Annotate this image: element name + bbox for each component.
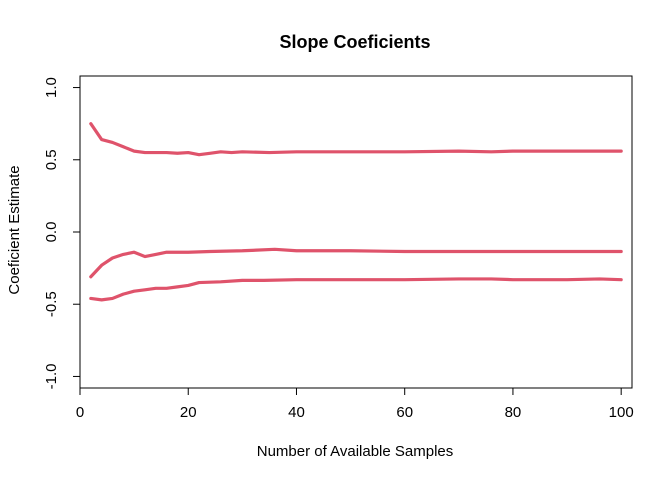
series-line-2 <box>89 247 623 279</box>
x-tick-label: 60 <box>396 404 413 421</box>
series-line-1 <box>89 122 623 157</box>
x-tick-label: 20 <box>180 404 197 421</box>
x-tick-label: 80 <box>505 404 522 421</box>
y-tick-label: 0.5 <box>43 149 60 170</box>
y-tick-label: -1.0 <box>43 364 60 390</box>
x-tick-label: 40 <box>288 404 305 421</box>
x-tick-label: 0 <box>76 404 84 421</box>
series-line-3 <box>89 277 623 302</box>
x-axis: 0 20 40 60 80 100 <box>76 387 634 421</box>
x-axis-label: Number of Available Samples <box>257 443 454 460</box>
y-axis: -1.0 -0.5 0.0 0.5 1.0 <box>43 77 81 390</box>
x-tick-label: 100 <box>609 404 634 421</box>
y-tick-label: -0.5 <box>43 291 60 317</box>
chart-title: Slope Coeficients <box>279 32 430 52</box>
y-tick-label: 1.0 <box>43 77 60 98</box>
y-tick-label: 0.0 <box>43 222 60 243</box>
y-axis-label: Coeficient Estimate <box>6 165 23 294</box>
series-group <box>89 122 623 302</box>
plot-area <box>79 75 633 389</box>
